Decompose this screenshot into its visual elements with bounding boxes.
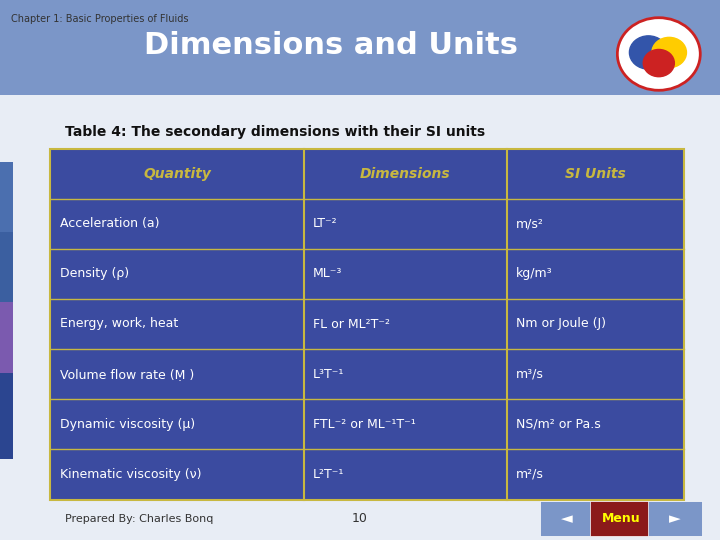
Text: FL or ML²T⁻²: FL or ML²T⁻² [313,318,390,330]
Text: kg/m³: kg/m³ [516,267,552,280]
Text: Chapter 1: Basic Properties of Fluids: Chapter 1: Basic Properties of Fluids [11,14,189,24]
Text: Dynamic viscosity (μ): Dynamic viscosity (μ) [60,418,195,431]
Text: SI Units: SI Units [565,166,626,180]
Text: Table 4: The secondary dimensions with their SI units: Table 4: The secondary dimensions with t… [65,125,485,139]
Bar [0,162,13,248]
Circle shape [652,37,686,68]
Text: m²/s: m²/s [516,468,544,481]
Bar [0,373,13,459]
Text: Menu: Menu [602,512,640,525]
Text: Dimensions: Dimensions [360,166,451,180]
Text: m³/s: m³/s [516,368,544,381]
Text: FTL⁻² or ML⁻¹T⁻¹: FTL⁻² or ML⁻¹T⁻¹ [313,418,416,431]
FancyBboxPatch shape [648,501,702,536]
Circle shape [617,18,701,90]
Text: Volume flow rate (Ṃ ): Volume flow rate (Ṃ ) [60,368,194,381]
Text: Acceleration (a): Acceleration (a) [60,217,159,230]
Circle shape [629,36,667,69]
FancyBboxPatch shape [0,0,720,94]
Text: m/s²: m/s² [516,217,544,230]
FancyBboxPatch shape [540,501,594,536]
Text: Dimensions and Units: Dimensions and Units [144,31,518,60]
Text: NS/m² or Pa.s: NS/m² or Pa.s [516,418,600,431]
Text: ◄: ◄ [561,511,573,526]
Text: Prepared By: Charles Bonq: Prepared By: Charles Bonq [65,514,213,524]
Text: Density (ρ): Density (ρ) [60,267,129,280]
Text: LT⁻²: LT⁻² [313,217,338,230]
Circle shape [643,50,675,77]
Bar [0,302,13,389]
Text: 10: 10 [352,512,368,525]
Text: ML⁻³: ML⁻³ [313,267,343,280]
Text: Nm or Joule (J): Nm or Joule (J) [516,318,606,330]
Text: Quantity: Quantity [143,166,211,180]
Bar [0,232,13,319]
FancyBboxPatch shape [50,148,684,500]
Text: Kinematic viscosity (ν): Kinematic viscosity (ν) [60,468,202,481]
Text: Energy, work, heat: Energy, work, heat [60,318,178,330]
FancyBboxPatch shape [590,501,652,536]
Text: L³T⁻¹: L³T⁻¹ [313,368,345,381]
Text: L²T⁻¹: L²T⁻¹ [313,468,345,481]
Text: ►: ► [669,511,681,526]
